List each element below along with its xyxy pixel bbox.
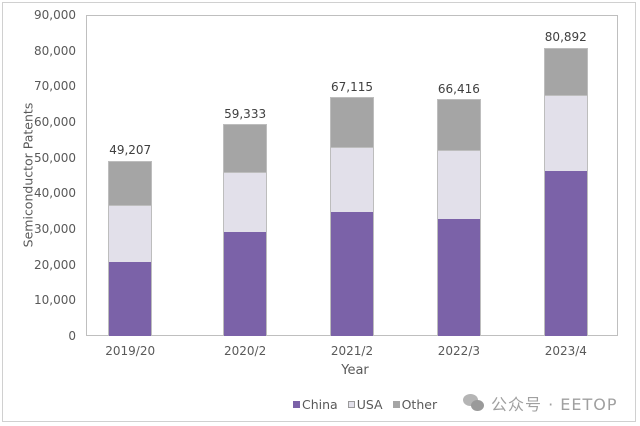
bar-segment-usa — [330, 146, 374, 212]
bar-segment-china — [223, 231, 268, 336]
bar-segment-china — [330, 211, 374, 336]
total-label: 67,115 — [331, 79, 373, 94]
x-tick-label: 2022/3 — [437, 344, 480, 358]
legend-swatch — [347, 401, 355, 408]
y-tick-label: 80,000 — [34, 43, 76, 58]
x-tick-label: 2020/2 — [223, 344, 267, 358]
legend-swatch — [293, 401, 300, 408]
bar-segment-china — [108, 261, 153, 336]
y-tick-label: 20,000 — [34, 257, 76, 272]
y-tick-label: 90,000 — [34, 8, 76, 22]
chart-frame — [2, 2, 636, 422]
bar-segment-other — [436, 99, 481, 150]
total-label: 59,333 — [224, 107, 267, 122]
bar-segment-china — [436, 219, 481, 336]
bar-segment-other — [330, 96, 374, 147]
total-label: 66,416 — [437, 82, 480, 97]
watermark: 公众号 · EETOP — [463, 391, 618, 415]
bar-2022-3 — [436, 15, 481, 336]
y-tick-label: 50,000 — [34, 150, 76, 165]
bar-2020-2 — [223, 15, 268, 336]
bar-segment-other — [223, 124, 268, 172]
legend-item-usa: USA — [347, 397, 383, 412]
legend-label: China — [302, 397, 338, 412]
bar-segment-usa — [543, 94, 588, 171]
bar-segment-usa — [436, 149, 481, 220]
x-tick-label: 2021/2 — [330, 344, 374, 358]
total-label: 80,892 — [544, 30, 587, 45]
legend-item-china: China — [293, 397, 338, 412]
y-tick-label: 0 — [68, 329, 76, 343]
y-tick-label: 30,000 — [34, 222, 76, 236]
bar-segment-usa — [108, 205, 153, 262]
legend-item-other: Other — [392, 397, 438, 412]
bar-2019-20 — [108, 15, 153, 336]
legend-label: Other — [401, 397, 438, 412]
watermark-text: 公众号 · EETOP — [491, 395, 618, 414]
x-tick-label: 2023/4 — [544, 344, 587, 358]
bar-segment-china — [543, 170, 588, 336]
legend: China USA Other — [293, 397, 437, 412]
bar-segment-other — [543, 47, 588, 95]
wechat-icon — [463, 394, 485, 412]
bar-2023-4 — [543, 15, 588, 336]
y-tick-label: 40,000 — [34, 186, 76, 201]
y-tick-label: 70,000 — [34, 79, 76, 94]
bar-segment-other — [108, 160, 153, 206]
x-tick-label: 2019/20 — [105, 344, 156, 358]
bar-2021-2 — [330, 15, 374, 336]
legend-label: USA — [356, 397, 383, 412]
y-tick-label: 10,000 — [34, 293, 76, 308]
bar-segment-usa — [223, 171, 268, 232]
legend-swatch — [392, 401, 400, 408]
x-axis-label: Year — [341, 363, 369, 378]
total-label: 49,207 — [109, 143, 152, 158]
y-tick-label: 60,000 — [34, 115, 76, 129]
